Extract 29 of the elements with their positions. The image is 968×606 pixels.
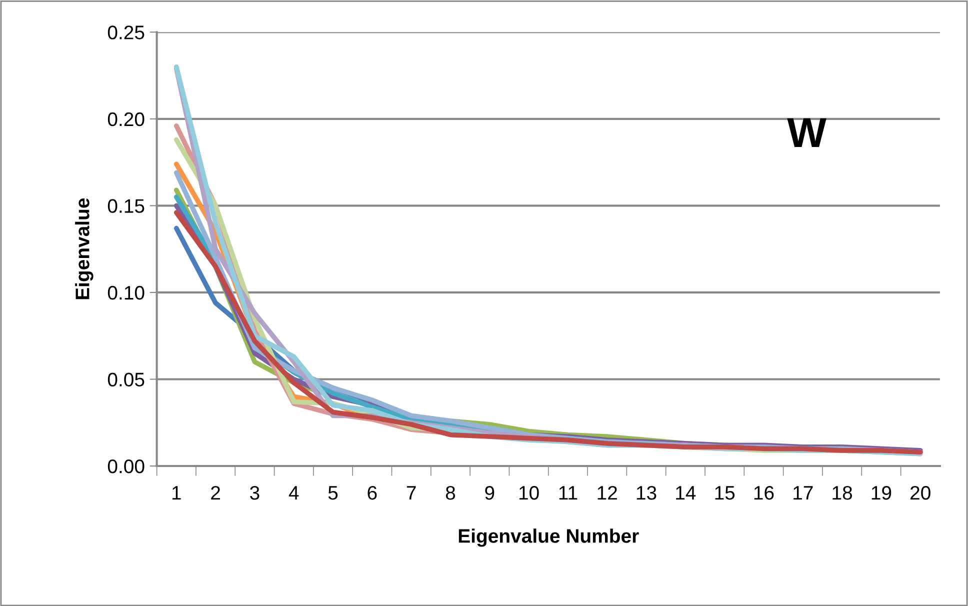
x-tick-label: 2 [211, 486, 220, 500]
x-tick-label: 12 [598, 486, 617, 500]
annotation: W [787, 118, 826, 148]
x-tick-label: 3 [250, 486, 260, 500]
x-tick-label: 13 [636, 486, 656, 500]
y-tick-label: 0.25 [108, 26, 144, 40]
x-tick-label: 17 [794, 486, 813, 500]
x-tick-label: 9 [485, 486, 494, 500]
x-tick-label: 7 [406, 486, 416, 500]
x-tick-label: 20 [910, 486, 930, 500]
y-tick-label: 0.20 [108, 112, 144, 126]
x-tick-label: 6 [368, 486, 377, 500]
x-tick-label: 11 [559, 486, 578, 500]
x-tick-label: 4 [288, 486, 299, 500]
x-tick-label: 1 [172, 486, 181, 500]
x-tick-label: 19 [872, 486, 892, 500]
x-tick-label: 10 [519, 486, 539, 500]
x-tick-label: 15 [715, 486, 735, 500]
x-tick-label: 18 [832, 486, 852, 500]
y-tick-label: 0.15 [108, 199, 144, 213]
y-tick-label: 0.00 [108, 459, 144, 474]
x-tick-label: 8 [446, 486, 456, 500]
y-tick-label: 0.10 [108, 286, 144, 300]
x-tick-label: 5 [328, 486, 338, 500]
x-axis-title: Eigenvalue Number [458, 528, 639, 547]
x-tick-label: 14 [676, 486, 696, 500]
y-axis-title: Eigenvalue [75, 198, 94, 300]
x-tick-label: 16 [754, 486, 774, 500]
y-tick-label: 0.05 [108, 372, 144, 386]
